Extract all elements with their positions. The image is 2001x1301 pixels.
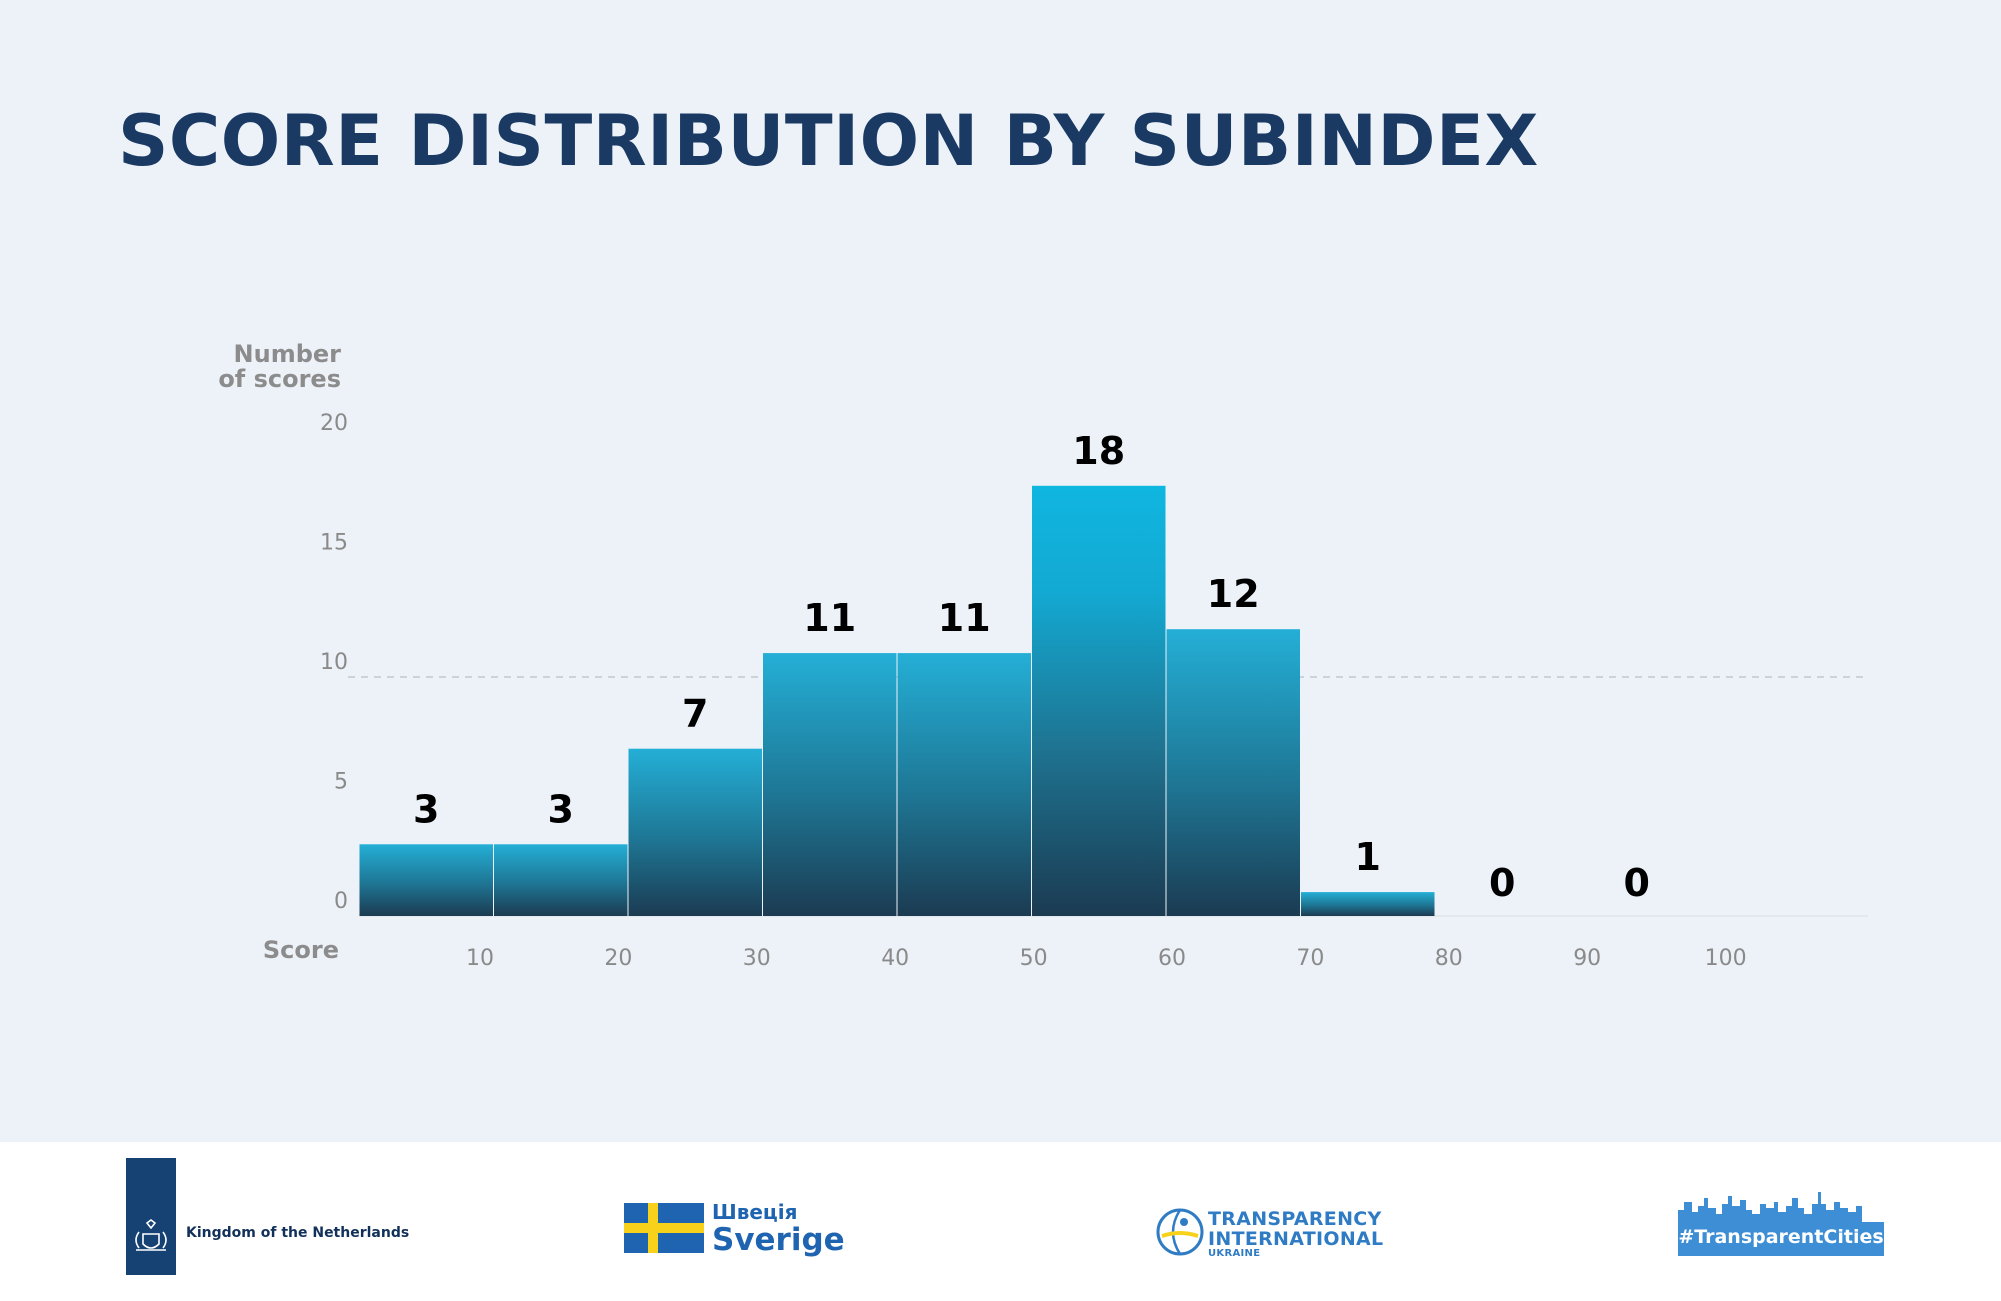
x-tick-label-60: 60 <box>1158 946 1186 971</box>
value-label-bin-70-80: 1 <box>1355 835 1381 879</box>
bar-bin-0-10 <box>359 844 493 916</box>
y-axis-title-line1: Number <box>234 340 342 368</box>
x-tick-label-10: 10 <box>466 946 494 971</box>
city-skyline-icon <box>1678 1192 1862 1224</box>
value-label-bin-10-20: 3 <box>548 787 574 831</box>
value-label-bin-50-60: 18 <box>1072 429 1125 473</box>
netherlands-label: Kingdom of the Netherlands <box>186 1225 410 1241</box>
ti-line1: TRANSPARENCY <box>1208 1208 1382 1230</box>
ti-line3: UKRAINE <box>1208 1248 1261 1259</box>
x-axis-title: Score <box>263 936 339 964</box>
bar-bin-30-40 <box>763 653 897 916</box>
swedish-flag-icon <box>624 1203 704 1253</box>
x-tick-label-80: 80 <box>1435 946 1463 971</box>
x-tick-label-100: 100 <box>1705 946 1747 971</box>
y-tick-label-5: 5 <box>334 770 348 795</box>
value-label-bin-0-10: 3 <box>413 787 439 831</box>
chart-title: SCORE DISTRIBUTION BY SUBINDEX <box>118 100 1539 182</box>
y-tick-label-0: 0 <box>334 889 348 914</box>
x-tick-label-70: 70 <box>1296 946 1324 971</box>
y-tick-label-10: 10 <box>320 650 348 675</box>
value-label-bin-40-50: 11 <box>938 596 991 640</box>
bar-bin-10-20 <box>494 844 628 916</box>
bar-bin-50-60 <box>1032 485 1166 916</box>
transparent-cities-badge <box>1678 1222 1884 1256</box>
value-label-bin-90-100: 0 <box>1624 861 1650 905</box>
x-tick-label-20: 20 <box>604 946 632 971</box>
value-label-bin-30-40: 11 <box>803 596 856 640</box>
y-axis-title-line2: of scores <box>218 365 341 393</box>
transparent-cities-label: #TransparentCities <box>1678 1226 1884 1248</box>
value-label-bin-20-30: 7 <box>682 692 708 736</box>
x-tick-label-50: 50 <box>1020 946 1048 971</box>
royal-coat-of-arms-icon <box>126 1158 176 1275</box>
bar-bin-20-30 <box>628 748 762 916</box>
bar-bin-70-80 <box>1301 892 1435 916</box>
y-tick-label-15: 15 <box>320 531 348 556</box>
x-tick-label-90: 90 <box>1573 946 1601 971</box>
sweden-label: Sverige <box>712 1222 845 1258</box>
sweden-ukrainian-label: Швеція <box>712 1200 798 1224</box>
value-label-bin-80-90: 0 <box>1489 861 1515 905</box>
x-tick-label-40: 40 <box>881 946 909 971</box>
ti-line2: INTERNATIONAL <box>1208 1228 1384 1250</box>
footer <box>0 1142 2001 1301</box>
value-label-bin-60-70: 12 <box>1207 572 1260 616</box>
bar-bin-40-50 <box>897 653 1031 916</box>
bar-bin-60-70 <box>1166 629 1300 916</box>
transparency-international-globe-icon <box>1156 1208 1204 1256</box>
y-tick-label-20: 20 <box>320 411 348 436</box>
x-tick-label-30: 30 <box>743 946 771 971</box>
